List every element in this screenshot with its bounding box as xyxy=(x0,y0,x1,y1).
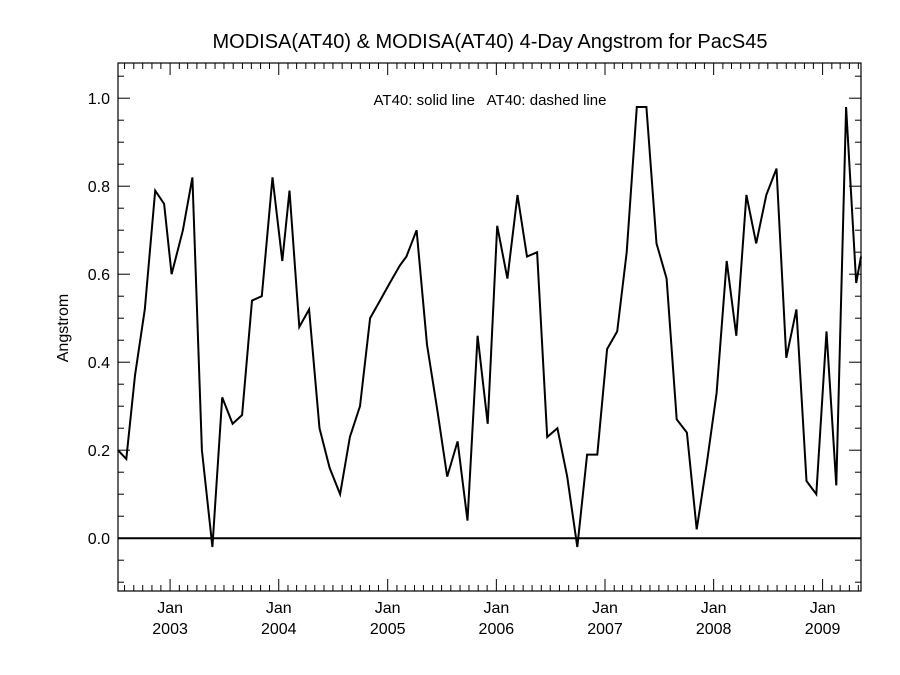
y-tick-label: 0.0 xyxy=(88,531,110,548)
x-tick-month-label: Jan xyxy=(483,600,509,617)
plot-frame xyxy=(117,62,862,592)
x-tick-year-label: 2006 xyxy=(479,621,515,638)
y-tick-label: 0.6 xyxy=(88,267,110,284)
series-line xyxy=(117,106,862,548)
y-axis-label: Angstrom xyxy=(55,294,72,362)
y-tick-label: 1.0 xyxy=(88,91,110,108)
x-tick-month-label: Jan xyxy=(375,600,401,617)
y-tick-label: 0.8 xyxy=(88,179,110,196)
axis-ticks xyxy=(118,63,861,591)
x-tick-year-label: 2009 xyxy=(805,621,841,638)
x-tick-year-label: 2003 xyxy=(152,621,188,638)
x-tick-month-label: Jan xyxy=(810,600,836,617)
x-tick-year-label: 2007 xyxy=(587,621,623,638)
x-tick-month-label: Jan xyxy=(157,600,183,617)
y-tick-label: 0.4 xyxy=(88,355,110,372)
chart-title: MODISA(AT40) & MODISA(AT40) 4-Day Angstr… xyxy=(213,31,768,53)
x-tick-month-label: Jan xyxy=(266,600,292,617)
legend-annotation: AT40: solid line AT40: dashed line xyxy=(374,92,607,109)
x-tick-month-label: Jan xyxy=(701,600,727,617)
x-tick-month-label: Jan xyxy=(592,600,618,617)
axis-tick-labels: 0.0 0.2 0.4 0.6 0.8 1.0 Jan 2003 Jan 2004 Jan 2005 J… xyxy=(88,91,841,638)
x-tick-year-label: 2004 xyxy=(261,621,297,638)
x-tick-year-label: 2005 xyxy=(370,621,406,638)
x-tick-year-label: 2008 xyxy=(696,621,732,638)
y-tick-label: 0.2 xyxy=(88,443,110,460)
series-layer xyxy=(117,106,862,548)
